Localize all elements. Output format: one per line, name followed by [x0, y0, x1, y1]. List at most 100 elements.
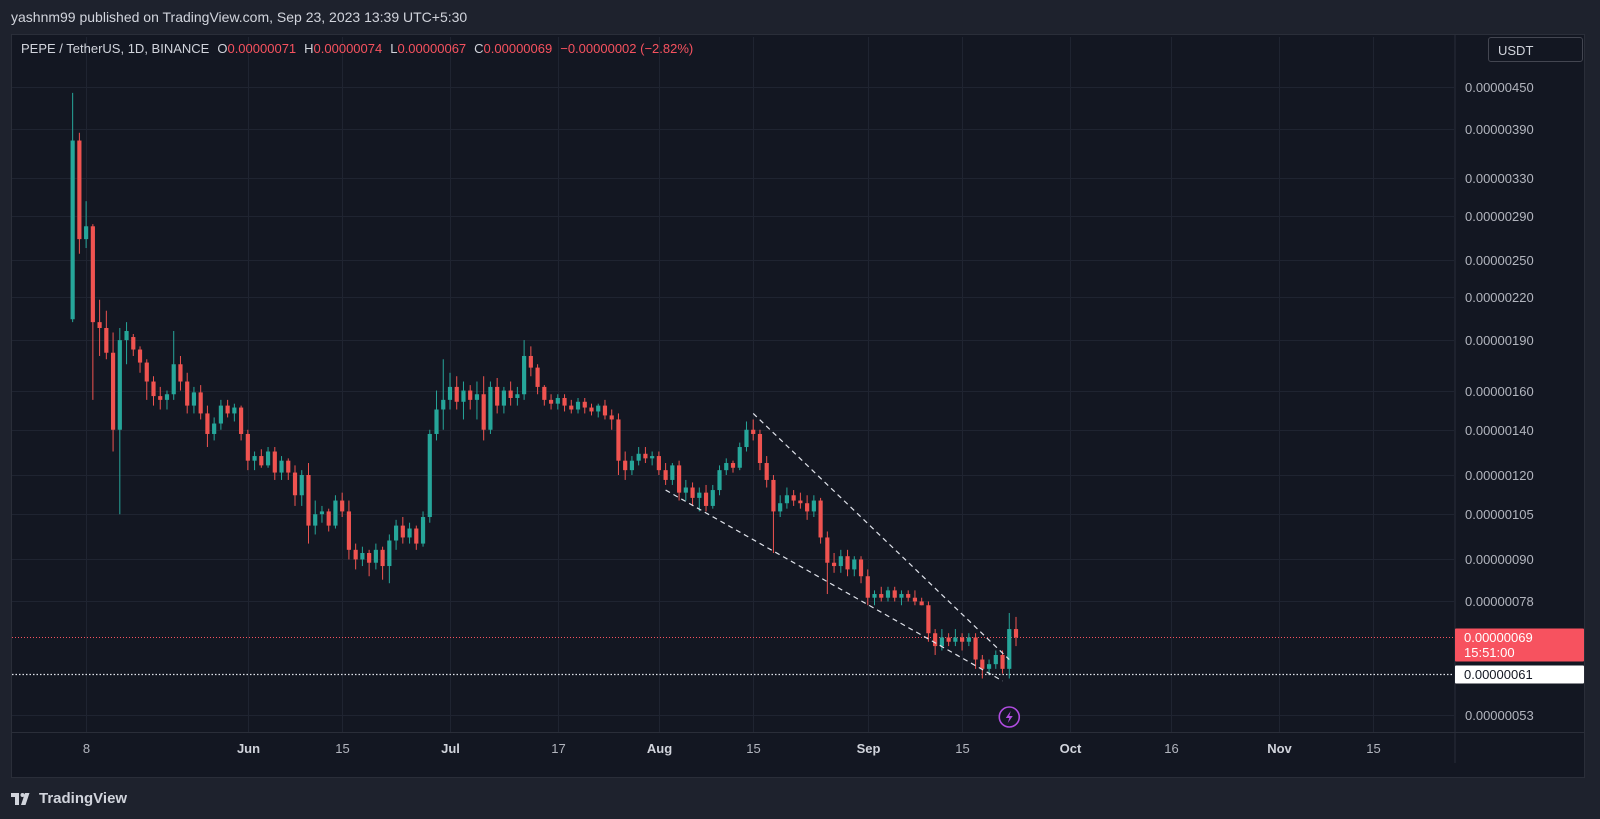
candle[interactable]: [1000, 650, 1005, 674]
candle[interactable]: [387, 534, 392, 584]
candle[interactable]: [778, 495, 783, 518]
candle[interactable]: [784, 487, 789, 509]
currency-button[interactable]: USDT: [1488, 37, 1583, 62]
candle[interactable]: [286, 458, 291, 480]
candle[interactable]: [690, 482, 695, 506]
candle[interactable]: [481, 376, 486, 441]
candle[interactable]: [609, 409, 614, 430]
candle[interactable]: [569, 399, 574, 414]
candle[interactable]: [596, 403, 601, 418]
candle[interactable]: [973, 633, 978, 669]
candle[interactable]: [205, 405, 210, 448]
candle[interactable]: [151, 376, 156, 406]
candle[interactable]: [724, 458, 729, 476]
candle[interactable]: [677, 460, 682, 501]
candle[interactable]: [239, 405, 244, 441]
candle[interactable]: [858, 556, 864, 584]
candle[interactable]: [495, 377, 500, 414]
candle[interactable]: [683, 479, 688, 501]
candle[interactable]: [144, 359, 149, 400]
candle[interactable]: [906, 590, 911, 602]
candle[interactable]: [488, 381, 493, 434]
candle[interactable]: [629, 456, 635, 476]
candle[interactable]: [90, 224, 95, 400]
candle[interactable]: [656, 451, 661, 476]
candle[interactable]: [710, 484, 715, 509]
candle[interactable]: [535, 364, 540, 395]
candle[interactable]: [400, 517, 405, 544]
lightning-bolt-icon[interactable]: [998, 706, 1021, 728]
candle[interactable]: [367, 549, 372, 577]
candle[interactable]: [346, 500, 352, 560]
candle[interactable]: [582, 397, 587, 414]
candle[interactable]: [818, 497, 823, 544]
candle[interactable]: [245, 429, 250, 471]
candle[interactable]: [515, 386, 520, 406]
candle[interactable]: [306, 463, 311, 544]
candle[interactable]: [70, 92, 75, 323]
candle[interactable]: [252, 451, 257, 471]
candle[interactable]: [313, 500, 318, 535]
candle[interactable]: [178, 355, 183, 391]
candle[interactable]: [730, 460, 736, 473]
candle[interactable]: [845, 549, 850, 577]
candle[interactable]: [980, 654, 985, 679]
candle[interactable]: [555, 394, 560, 410]
candle[interactable]: [84, 201, 89, 249]
candle[interactable]: [919, 597, 924, 606]
candle[interactable]: [589, 403, 594, 416]
candle[interactable]: [299, 470, 304, 506]
candle[interactable]: [164, 390, 170, 410]
candle[interactable]: [259, 449, 264, 468]
candle[interactable]: [461, 381, 466, 420]
candle[interactable]: [447, 372, 453, 410]
candle[interactable]: [117, 327, 122, 515]
candle[interactable]: [825, 531, 830, 595]
candle[interactable]: [791, 490, 796, 506]
candle[interactable]: [333, 495, 338, 529]
candle[interactable]: [960, 633, 965, 651]
candle[interactable]: [360, 546, 365, 567]
candle[interactable]: [131, 333, 136, 356]
candle[interactable]: [272, 447, 277, 480]
candle[interactable]: [528, 346, 533, 377]
candle[interactable]: [232, 403, 237, 422]
candle[interactable]: [602, 399, 608, 420]
candle[interactable]: [548, 394, 554, 410]
candle[interactable]: [966, 633, 971, 647]
candle[interactable]: [212, 417, 217, 441]
candle[interactable]: [993, 650, 998, 669]
chart-frame[interactable]: [11, 34, 1585, 778]
candle[interactable]: [292, 465, 298, 506]
candle[interactable]: [616, 413, 621, 476]
candle[interactable]: [319, 505, 325, 523]
candle[interactable]: [185, 372, 190, 414]
candle[interactable]: [623, 451, 628, 480]
candle[interactable]: [427, 429, 432, 523]
candle[interactable]: [764, 456, 769, 488]
candle[interactable]: [912, 590, 918, 606]
candle[interactable]: [670, 463, 675, 485]
candle[interactable]: [420, 511, 426, 547]
candle[interactable]: [879, 586, 884, 602]
candle[interactable]: [353, 543, 358, 570]
candle[interactable]: [158, 386, 163, 410]
candle[interactable]: [636, 447, 641, 466]
candle[interactable]: [326, 508, 331, 532]
candle[interactable]: [953, 629, 958, 647]
candle[interactable]: [441, 359, 446, 430]
candle[interactable]: [77, 132, 82, 254]
candle[interactable]: [110, 332, 116, 452]
candle[interactable]: [798, 492, 803, 509]
candle[interactable]: [751, 419, 756, 441]
candle[interactable]: [522, 340, 527, 400]
candle[interactable]: [811, 495, 816, 518]
candle[interactable]: [191, 386, 197, 414]
candle[interactable]: [926, 601, 931, 642]
candle[interactable]: [771, 475, 776, 554]
candle[interactable]: [865, 569, 870, 606]
candle[interactable]: [562, 394, 567, 412]
candle[interactable]: [717, 465, 722, 496]
candle[interactable]: [831, 553, 837, 573]
